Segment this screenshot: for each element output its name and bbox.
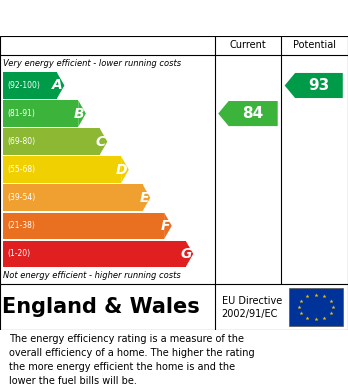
Bar bbox=[3, 128, 100, 155]
Text: 2002/91/EC: 2002/91/EC bbox=[222, 309, 278, 319]
Text: Potential: Potential bbox=[293, 40, 336, 50]
Text: (55-68): (55-68) bbox=[7, 165, 35, 174]
Text: G: G bbox=[181, 247, 192, 261]
Text: E: E bbox=[140, 191, 149, 205]
Text: (81-91): (81-91) bbox=[7, 109, 35, 118]
Text: Not energy efficient - higher running costs: Not energy efficient - higher running co… bbox=[3, 271, 181, 280]
Polygon shape bbox=[285, 73, 343, 98]
Bar bbox=[3, 212, 164, 239]
Text: Very energy efficient - lower running costs: Very energy efficient - lower running co… bbox=[3, 59, 182, 68]
Polygon shape bbox=[185, 240, 193, 267]
Text: (92-100): (92-100) bbox=[7, 81, 40, 90]
Text: The energy efficiency rating is a measure of the
overall efficiency of a home. T: The energy efficiency rating is a measur… bbox=[9, 334, 254, 386]
Bar bbox=[3, 240, 185, 267]
Polygon shape bbox=[164, 212, 172, 239]
Text: 93: 93 bbox=[308, 78, 330, 93]
Text: (1-20): (1-20) bbox=[7, 249, 30, 258]
Text: Energy Efficiency Rating: Energy Efficiency Rating bbox=[10, 9, 240, 27]
Text: EU Directive: EU Directive bbox=[222, 296, 282, 307]
Text: (21-38): (21-38) bbox=[7, 221, 35, 230]
Text: D: D bbox=[116, 163, 127, 177]
Bar bbox=[3, 185, 143, 211]
Text: C: C bbox=[96, 135, 106, 149]
Polygon shape bbox=[218, 101, 278, 126]
Text: B: B bbox=[74, 107, 85, 120]
Bar bbox=[3, 100, 78, 127]
Text: A: A bbox=[52, 79, 63, 93]
Polygon shape bbox=[100, 128, 107, 155]
Polygon shape bbox=[143, 185, 150, 211]
Polygon shape bbox=[78, 100, 86, 127]
Text: (69-80): (69-80) bbox=[7, 137, 35, 146]
Text: 84: 84 bbox=[243, 106, 264, 121]
Text: F: F bbox=[161, 219, 171, 233]
Text: England & Wales: England & Wales bbox=[2, 297, 200, 317]
Bar bbox=[3, 72, 57, 99]
Polygon shape bbox=[121, 156, 129, 183]
Bar bbox=[289, 288, 343, 326]
Polygon shape bbox=[57, 72, 64, 99]
Text: (39-54): (39-54) bbox=[7, 193, 35, 202]
Text: Current: Current bbox=[230, 40, 266, 50]
Bar bbox=[3, 156, 121, 183]
